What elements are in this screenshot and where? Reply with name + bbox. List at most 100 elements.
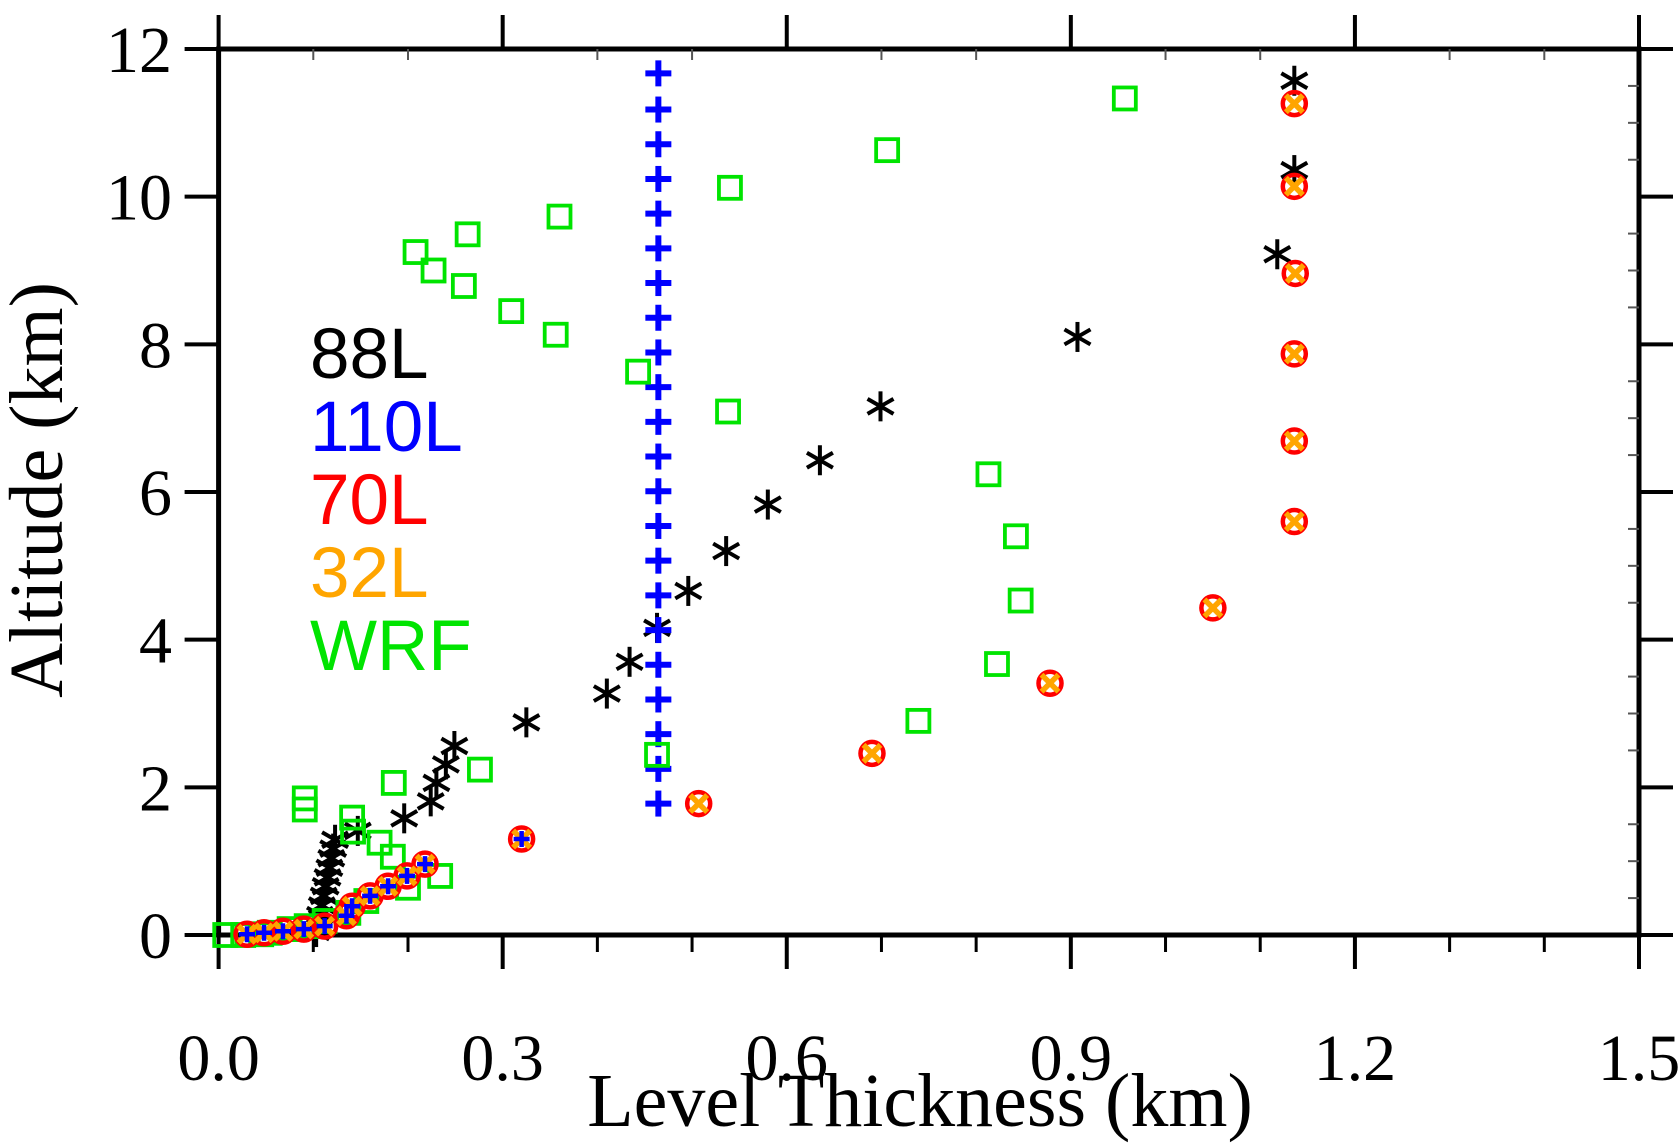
32L-marker — [1283, 511, 1305, 532]
110L-marker — [239, 926, 256, 943]
WRF-marker — [715, 398, 741, 425]
110L-marker — [645, 200, 672, 227]
70L-marker — [1280, 507, 1309, 536]
32L-marker — [1284, 263, 1306, 284]
110L-marker — [295, 921, 312, 938]
x-tick-label: 1.5 — [1598, 1022, 1680, 1095]
legend: 88L 110L 70L 32L WRF — [310, 315, 472, 686]
88L-marker — [390, 803, 419, 834]
110L-marker — [645, 478, 672, 505]
x-tick-label: 0.0 — [177, 1022, 260, 1095]
110L-marker — [513, 831, 530, 848]
110L-marker — [645, 790, 672, 817]
legend-item-88L: 88L — [310, 315, 428, 394]
x-tick-label: 0.9 — [1030, 1022, 1113, 1095]
110L-marker — [645, 443, 672, 470]
y-tick-label: 4 — [139, 605, 172, 678]
32L-marker — [1283, 175, 1305, 197]
x-tick-label: 1.2 — [1314, 1022, 1397, 1095]
70L-marker — [1280, 427, 1309, 455]
series-110L-overlay — [239, 831, 530, 943]
110L-marker — [645, 270, 672, 297]
legend-item-110L: 110L — [310, 388, 463, 467]
series-110L-points — [645, 60, 672, 817]
WRF-marker — [1007, 587, 1034, 614]
70L-marker — [507, 825, 536, 853]
WRF-marker — [644, 741, 670, 768]
110L-marker — [274, 923, 291, 940]
110L-marker — [645, 131, 672, 158]
70L-marker — [684, 789, 713, 818]
WRF-marker — [402, 239, 429, 265]
legend-item-32L: 32L — [310, 534, 428, 613]
WRF-marker — [420, 257, 447, 284]
WRF-marker — [366, 829, 393, 856]
88L-marker — [1263, 239, 1292, 270]
110L-marker — [362, 887, 379, 904]
y-axis-title: Altitude (km) — [0, 282, 79, 698]
110L-marker — [645, 686, 672, 713]
70L-marker — [411, 850, 439, 878]
32L-marker — [1039, 672, 1061, 694]
88L-marker — [416, 786, 445, 817]
110L-marker — [344, 898, 361, 915]
y-tick-label: 6 — [139, 457, 172, 530]
WRF-marker — [379, 843, 406, 870]
110L-marker — [645, 512, 672, 539]
WRF-marker — [905, 707, 932, 734]
88L-marker — [866, 391, 895, 422]
110L-marker — [338, 907, 355, 924]
y-tick-label: 10 — [106, 162, 172, 235]
WRF-marker — [450, 273, 477, 299]
88L-marker — [674, 575, 703, 606]
88L-marker — [615, 646, 644, 677]
70L-marker — [310, 912, 339, 940]
x-tick-label: 0.6 — [746, 1022, 829, 1095]
110L-marker — [316, 918, 333, 935]
88L-marker — [592, 678, 621, 709]
32L-marker — [688, 793, 710, 815]
WRF-marker — [1111, 85, 1138, 112]
88L-marker — [805, 445, 834, 476]
70L-marker — [1280, 340, 1309, 368]
WRF-marker — [625, 358, 651, 385]
88L-marker — [712, 536, 741, 567]
70L-marker — [1036, 669, 1064, 697]
110L-marker — [645, 617, 672, 644]
legend-item-70L: 70L — [310, 461, 428, 540]
WRF-marker — [340, 818, 366, 845]
WRF-marker — [339, 804, 366, 831]
WRF-marker — [1003, 523, 1029, 550]
y-tick-label: 2 — [139, 752, 172, 825]
data-series — [212, 60, 1310, 949]
110L-marker — [645, 165, 672, 192]
110L-marker — [645, 304, 672, 331]
110L-marker — [645, 582, 672, 609]
y-tick-label: 0 — [139, 900, 172, 973]
32L-marker — [861, 742, 883, 764]
32L-marker — [1202, 597, 1224, 619]
x-axis-ticks — [216, 15, 1641, 969]
88L-marker — [1280, 155, 1309, 186]
70L-marker — [1281, 259, 1310, 288]
70L-marker — [1280, 89, 1309, 118]
WRF-marker — [717, 174, 743, 201]
WRF-marker — [291, 785, 318, 812]
legend-item-WRF: WRF — [310, 607, 472, 686]
88L-marker — [753, 489, 782, 520]
WRF-marker — [380, 770, 407, 796]
110L-marker — [645, 755, 672, 782]
WRF-marker — [498, 298, 525, 325]
110L-marker — [645, 408, 672, 435]
110L-marker — [645, 60, 672, 87]
70L-marker — [1280, 172, 1309, 201]
88L-marker — [440, 730, 469, 761]
WRF-marker — [467, 756, 493, 783]
32L-marker — [1283, 343, 1305, 365]
110L-marker — [399, 867, 416, 884]
WRF-marker — [984, 651, 1010, 677]
110L-marker — [645, 96, 672, 123]
88L-marker — [1063, 321, 1092, 352]
70L-marker — [858, 739, 886, 768]
